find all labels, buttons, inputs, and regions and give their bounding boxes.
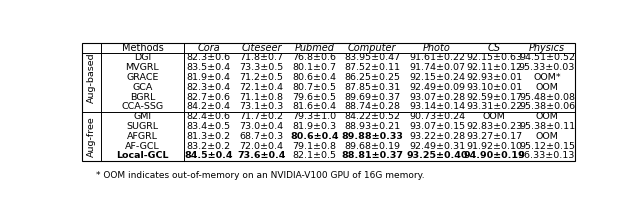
Text: AFGRL: AFGRL: [127, 132, 158, 141]
Text: 82.7±0.6: 82.7±0.6: [186, 92, 230, 101]
Text: OOM: OOM: [536, 112, 559, 121]
Text: 73.6±0.4: 73.6±0.4: [237, 151, 285, 160]
Text: Citeseer: Citeseer: [241, 43, 282, 53]
Text: 95.48±0.08: 95.48±0.08: [519, 92, 575, 101]
Text: Aug-based: Aug-based: [88, 52, 97, 103]
Text: 73.0±0.4: 73.0±0.4: [239, 122, 284, 131]
Text: 84.22±0.52: 84.22±0.52: [344, 112, 400, 121]
Text: 82.3±0.4: 82.3±0.4: [186, 83, 230, 92]
Text: 68.7±0.3: 68.7±0.3: [239, 132, 284, 141]
Text: 84.5±0.4: 84.5±0.4: [184, 151, 233, 160]
Text: 81.9±0.3: 81.9±0.3: [292, 122, 337, 131]
Text: GMI: GMI: [133, 112, 152, 121]
Text: 95.12±0.15: 95.12±0.15: [519, 141, 575, 150]
Text: 93.31±0.22: 93.31±0.22: [466, 102, 522, 111]
Text: 91.92±0.10: 91.92±0.10: [466, 141, 522, 150]
Text: CS: CS: [488, 43, 500, 53]
Text: 88.74±0.28: 88.74±0.28: [344, 102, 400, 111]
Text: 89.68±0.19: 89.68±0.19: [344, 141, 400, 150]
Text: 83.5±0.4: 83.5±0.4: [186, 63, 230, 72]
Text: 72.1±0.4: 72.1±0.4: [239, 83, 284, 92]
Text: 92.59±0.17: 92.59±0.17: [466, 92, 522, 101]
Text: 81.6±0.4: 81.6±0.4: [292, 102, 337, 111]
Text: 92.49±0.31: 92.49±0.31: [409, 141, 465, 150]
Text: 94.51±0.52: 94.51±0.52: [519, 53, 575, 62]
Text: 92.15±0.24: 92.15±0.24: [409, 73, 465, 82]
Text: 79.3±1.0: 79.3±1.0: [292, 112, 337, 121]
Text: Computer: Computer: [348, 43, 397, 53]
Text: 76.8±0.6: 76.8±0.6: [292, 53, 337, 62]
Text: OOM: OOM: [483, 112, 506, 121]
Text: 92.11±0.12: 92.11±0.12: [466, 63, 522, 72]
Text: 93.22±0.28: 93.22±0.28: [409, 132, 465, 141]
Text: 80.7±0.5: 80.7±0.5: [292, 83, 337, 92]
Text: 93.27±0.17: 93.27±0.17: [466, 132, 522, 141]
Text: Cora: Cora: [197, 43, 220, 53]
Text: 80.6±0.4: 80.6±0.4: [292, 73, 337, 82]
Text: 82.3±0.6: 82.3±0.6: [186, 53, 230, 62]
Text: OOM: OOM: [536, 132, 559, 141]
Text: 86.25±0.25: 86.25±0.25: [344, 73, 400, 82]
Text: OOM: OOM: [536, 83, 559, 92]
Text: 94.90±0.19: 94.90±0.19: [463, 151, 525, 160]
Text: 93.25±0.40: 93.25±0.40: [406, 151, 468, 160]
Text: 93.14±0.14: 93.14±0.14: [409, 102, 465, 111]
Text: 95.33±0.03: 95.33±0.03: [519, 63, 575, 72]
Text: Photo: Photo: [423, 43, 451, 53]
Text: 80.1±0.7: 80.1±0.7: [292, 63, 337, 72]
Text: 79.6±0.5: 79.6±0.5: [292, 92, 337, 101]
Text: 96.33±0.13: 96.33±0.13: [519, 151, 575, 160]
Text: 93.07±0.28: 93.07±0.28: [409, 92, 465, 101]
Text: 83.4±0.5: 83.4±0.5: [186, 122, 230, 131]
Text: 72.0±0.4: 72.0±0.4: [239, 141, 284, 150]
Text: 91.74±0.07: 91.74±0.07: [409, 63, 465, 72]
Text: Local-GCL: Local-GCL: [116, 151, 169, 160]
Text: 80.6±0.4: 80.6±0.4: [290, 132, 339, 141]
Text: Physics: Physics: [529, 43, 565, 53]
Text: 83.95±0.47: 83.95±0.47: [344, 53, 401, 62]
Text: 91.61±0.22: 91.61±0.22: [409, 53, 465, 62]
Text: MVGRL: MVGRL: [125, 63, 159, 72]
Text: 95.38±0.11: 95.38±0.11: [519, 122, 575, 131]
Text: 82.4±0.6: 82.4±0.6: [186, 112, 230, 121]
Text: 81.3±0.2: 81.3±0.2: [186, 132, 230, 141]
Text: 84.2±0.4: 84.2±0.4: [186, 102, 230, 111]
Text: 92.93±0.01: 92.93±0.01: [466, 73, 522, 82]
Text: 73.1±0.3: 73.1±0.3: [239, 102, 284, 111]
Text: 92.49±0.09: 92.49±0.09: [409, 83, 465, 92]
Text: AF-GCL: AF-GCL: [125, 141, 160, 150]
Text: 79.1±0.8: 79.1±0.8: [292, 141, 337, 150]
Text: 71.7±0.2: 71.7±0.2: [239, 112, 284, 121]
Text: 82.1±0.5: 82.1±0.5: [292, 151, 337, 160]
Text: 90.73±0.24: 90.73±0.24: [409, 112, 465, 121]
Text: 71.8±0.7: 71.8±0.7: [239, 53, 284, 62]
Text: OOM*: OOM*: [533, 73, 561, 82]
Text: Pubmed: Pubmed: [294, 43, 335, 53]
Text: 71.2±0.5: 71.2±0.5: [239, 73, 284, 82]
Text: BGRL: BGRL: [130, 92, 155, 101]
Text: 71.1±0.8: 71.1±0.8: [239, 92, 284, 101]
Text: 83.2±0.2: 83.2±0.2: [186, 141, 230, 150]
Text: 92.83±0.23: 92.83±0.23: [466, 122, 522, 131]
Text: 73.3±0.5: 73.3±0.5: [239, 63, 284, 72]
Text: 81.9±0.4: 81.9±0.4: [186, 73, 230, 82]
Text: 95.38±0.06: 95.38±0.06: [519, 102, 575, 111]
Text: DGI: DGI: [134, 53, 151, 62]
Text: SUGRL: SUGRL: [126, 122, 159, 131]
Text: 88.93±0.21: 88.93±0.21: [344, 122, 401, 131]
Text: 92.15±0.63: 92.15±0.63: [466, 53, 522, 62]
Text: GRACE: GRACE: [126, 73, 159, 82]
Text: 88.81±0.37: 88.81±0.37: [341, 151, 403, 160]
Text: 87.85±0.31: 87.85±0.31: [344, 83, 401, 92]
Text: 93.07±0.15: 93.07±0.15: [409, 122, 465, 131]
Text: 89.88±0.33: 89.88±0.33: [341, 132, 403, 141]
Text: CCA-SSG: CCA-SSG: [122, 102, 163, 111]
Text: * OOM indicates out-of-memory on an NVIDIA-V100 GPU of 16G memory.: * OOM indicates out-of-memory on an NVID…: [97, 171, 425, 180]
Text: Methods: Methods: [122, 43, 163, 53]
Text: 89.69±0.37: 89.69±0.37: [344, 92, 401, 101]
Text: 87.52±0.11: 87.52±0.11: [344, 63, 400, 72]
Text: 93.10±0.01: 93.10±0.01: [466, 83, 522, 92]
Text: Aug-free: Aug-free: [88, 116, 97, 157]
Text: GCA: GCA: [132, 83, 152, 92]
